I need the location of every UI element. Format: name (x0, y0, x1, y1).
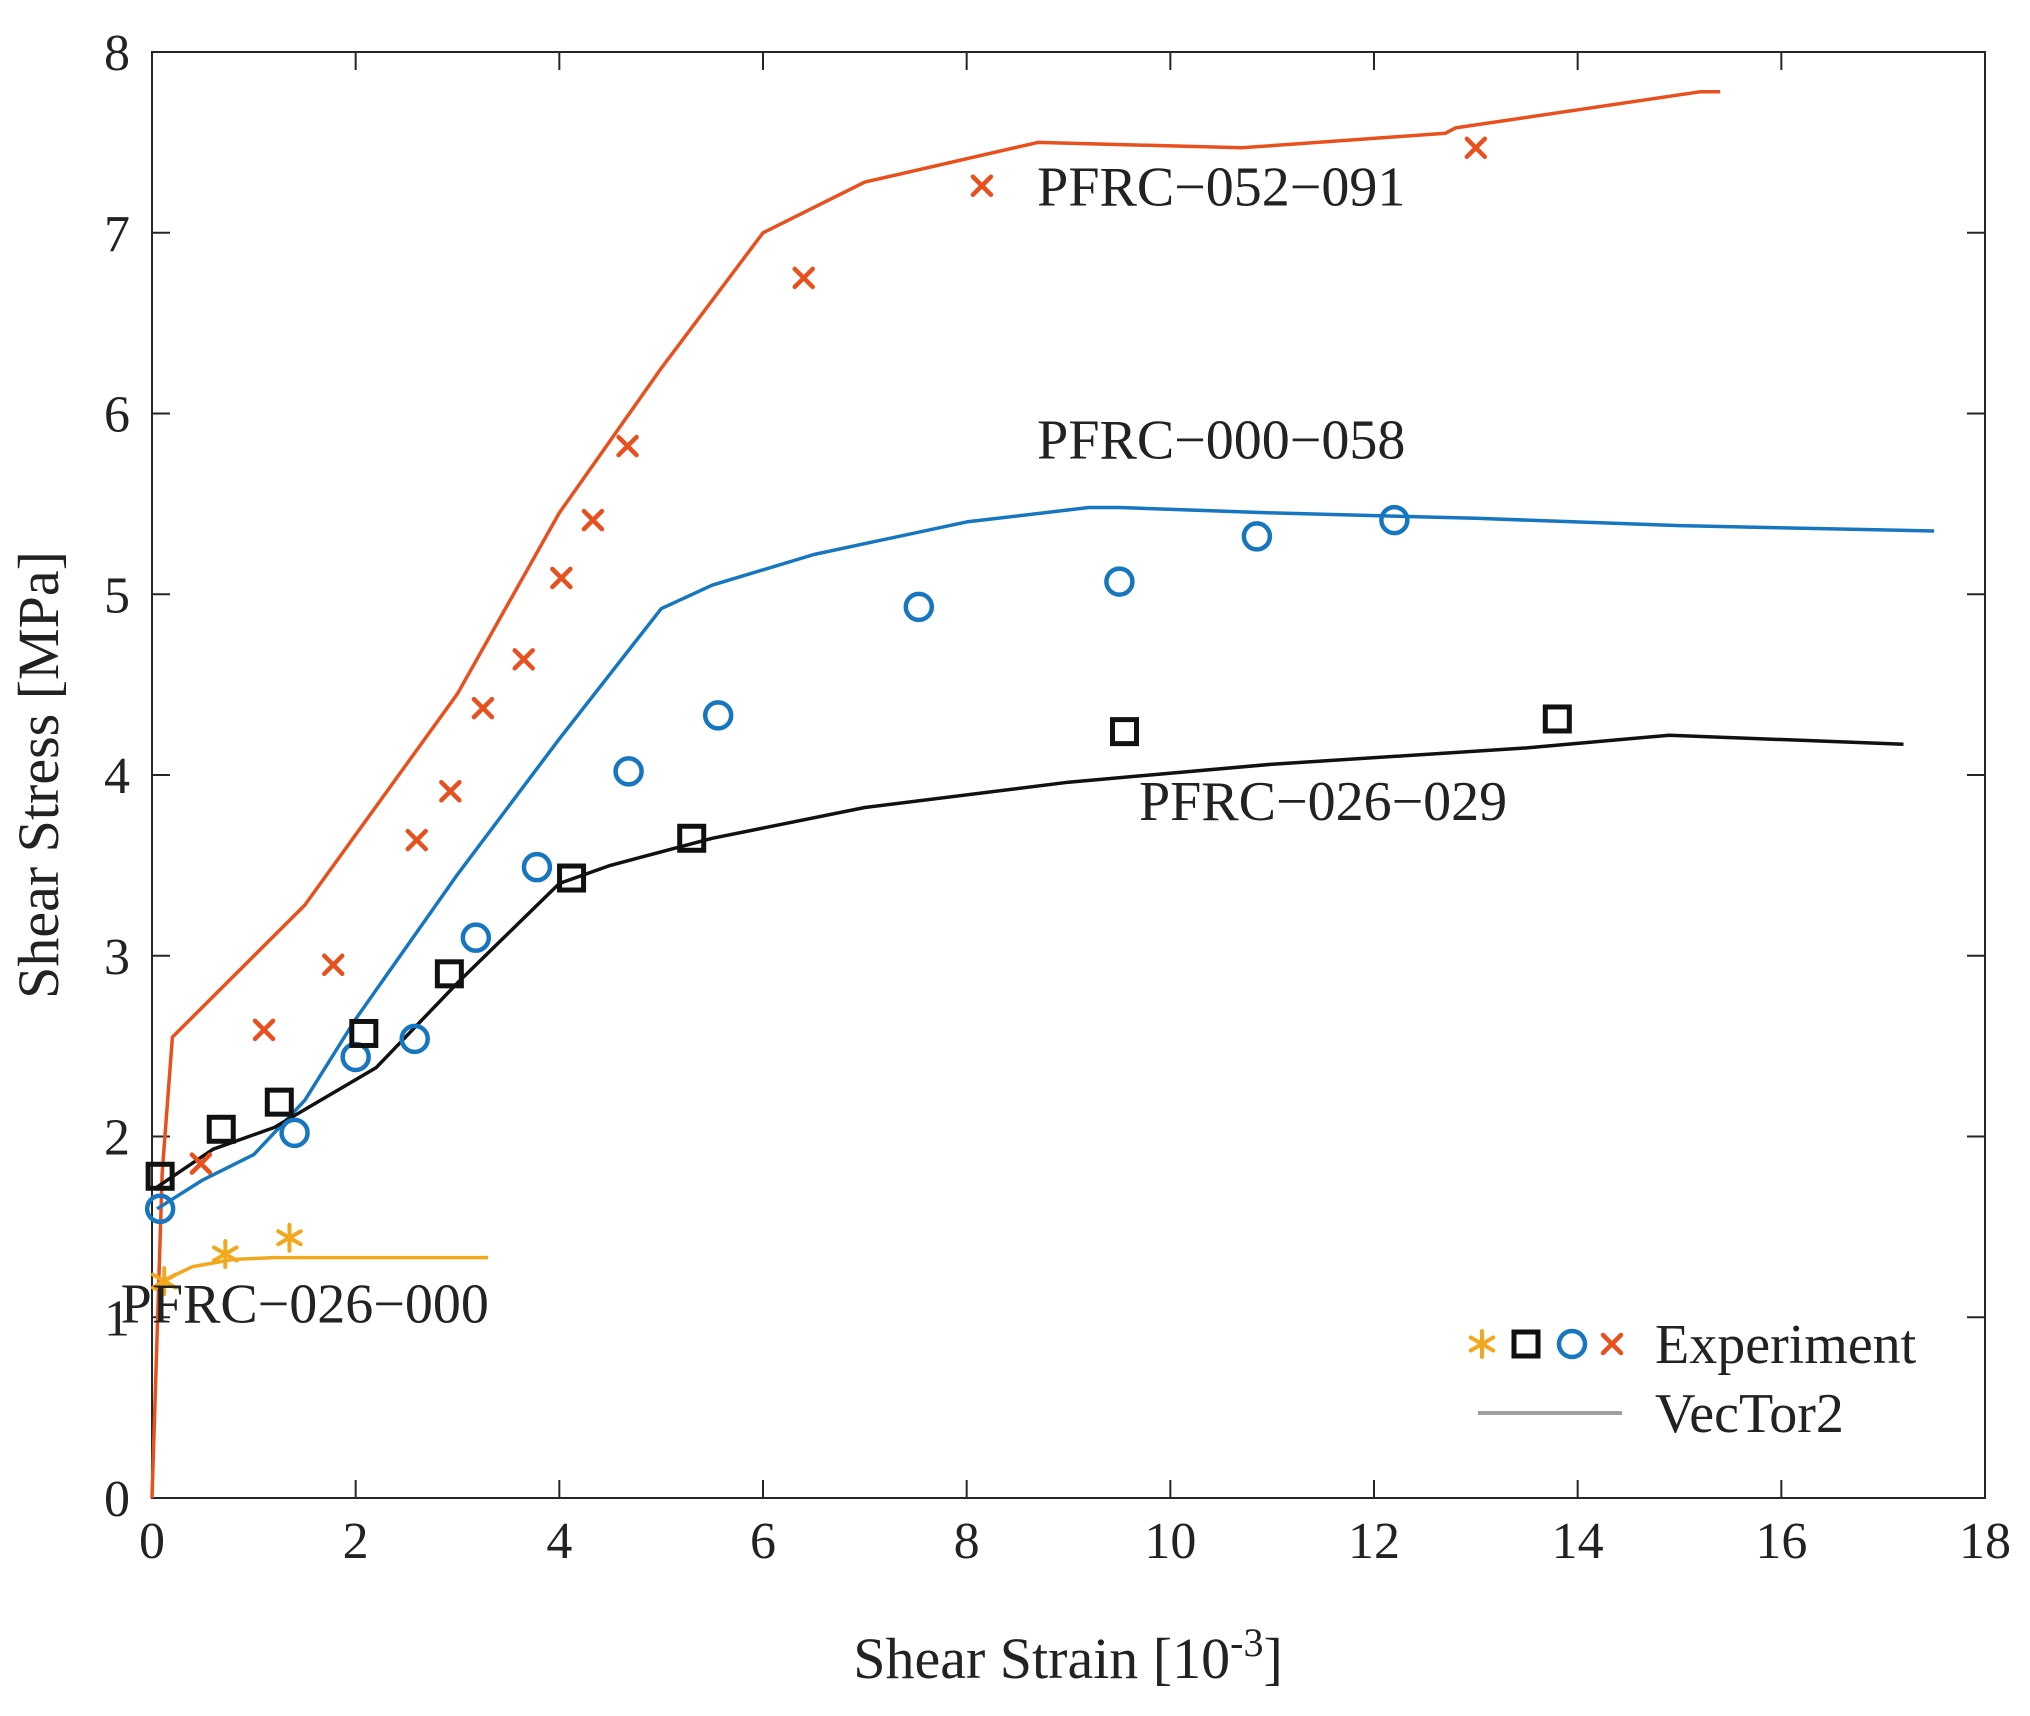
y-tick-label: 6 (104, 387, 130, 444)
series-labels: PFRC−052−091 PFRC−000−058 PFRC−026−029 PFRC… (121, 157, 1507, 1336)
legend-marker-group (1468, 1328, 1624, 1360)
experiment-markers (144, 136, 1572, 1297)
experiment-point-pfrc-052-091 (1464, 136, 1488, 160)
experiment-point-pfrc-000-058 (460, 922, 492, 953)
x-axis-title-superscript: -3 (1230, 1620, 1263, 1665)
experiment-point-pfrc-026-029 (206, 1114, 236, 1144)
experiment-point-pfrc-052-091 (792, 266, 815, 290)
y-tick-label: 2 (104, 1110, 130, 1167)
y-tick-label: 4 (104, 748, 130, 805)
model-lines (150, 90, 1935, 1499)
experiment-point-pfrc-052-091 (970, 174, 994, 198)
experiment-point-pfrc-026-029 (264, 1087, 294, 1117)
legend-marker-cross (1600, 1332, 1624, 1356)
experiment-point-pfrc-026-000 (212, 1238, 239, 1269)
experiment-point-pfrc-000-058 (1379, 504, 1410, 536)
y-tick-label: 3 (104, 929, 130, 986)
x-axis-title-close: ] (1263, 1626, 1282, 1691)
experiment-point-pfrc-026-000 (150, 1266, 178, 1297)
experiment-point-pfrc-026-000 (276, 1222, 303, 1253)
x-tick-label: 0 (139, 1513, 165, 1570)
experiment-point-pfrc-026-029 (677, 823, 707, 853)
y-tick-label: 0 (104, 1471, 130, 1528)
y-tick-label: 7 (104, 206, 130, 263)
x-tick-label: 16 (1755, 1513, 1807, 1570)
experiment-point-pfrc-052-091 (616, 434, 639, 458)
legend-label-vector2: VecTor2 (1655, 1383, 1844, 1445)
experiment-point-pfrc-000-058 (1241, 521, 1273, 552)
experiment-point-pfrc-000-058 (903, 591, 935, 623)
experiment-point-pfrc-000-058 (144, 1193, 176, 1225)
legend-marker-square (1511, 1329, 1541, 1359)
legend-label-experiment: Experiment (1655, 1314, 1917, 1376)
experiment-point-pfrc-026-029 (1110, 717, 1140, 747)
experiment-point-pfrc-000-058 (613, 756, 644, 787)
experiment-point-pfrc-052-091 (322, 953, 345, 977)
experiment-point-pfrc-000-058 (1104, 566, 1135, 597)
x-tick-label: 2 (343, 1513, 369, 1570)
experiment-point-pfrc-052-091 (405, 828, 429, 852)
experiment-point-pfrc-052-091 (550, 566, 573, 590)
experiment-point-pfrc-026-029 (557, 863, 587, 893)
experiment-point-pfrc-000-058 (521, 851, 553, 883)
series-label-pfrc-026-029: PFRC−026−029 (1139, 771, 1507, 833)
experiment-point-pfrc-052-091 (512, 648, 535, 671)
y-tick-label: 8 (104, 25, 130, 82)
experiment-point-pfrc-052-091 (581, 508, 605, 532)
vector2-line-pfrc-052-091 (150, 90, 1721, 1499)
experiment-point-pfrc-026-029 (434, 959, 464, 989)
experiment-point-pfrc-052-091 (252, 1018, 276, 1042)
x-tick-label: 18 (1959, 1513, 2011, 1570)
vector2-line-pfrc-026-029 (156, 733, 1904, 1189)
x-axis-title: Shear Strain [10-3] (853, 1620, 1283, 1692)
experiment-point-pfrc-000-058 (702, 700, 734, 731)
legend: Experiment VecTor2 (1468, 1314, 1917, 1445)
experiment-point-pfrc-052-091 (471, 696, 495, 720)
x-tick-label: 4 (546, 1513, 572, 1570)
legend-marker-asterisk (1468, 1329, 1496, 1359)
experiment-point-pfrc-026-029 (349, 1018, 379, 1048)
experiment-point-pfrc-026-029 (145, 1161, 175, 1191)
legend-marker-circle (1556, 1328, 1588, 1360)
x-tick-label: 6 (750, 1513, 776, 1570)
y-tick-label: 5 (104, 567, 130, 624)
experiment-point-pfrc-000-058 (279, 1117, 310, 1149)
x-tick-label: 10 (1144, 1513, 1196, 1570)
experiment-point-pfrc-026-029 (1542, 704, 1572, 734)
y-axis-title: Shear Stress [MPa] (6, 551, 71, 999)
x-axis-title-main: Shear Strain [10 (853, 1626, 1230, 1691)
experiment-point-pfrc-000-058 (399, 1023, 430, 1055)
series-label-pfrc-026-000: PFRC−026−000 (121, 1274, 489, 1336)
x-tick-label: 8 (954, 1513, 980, 1570)
x-tick-label: 14 (1552, 1513, 1604, 1570)
series-label-pfrc-052-091: PFRC−052−091 (1037, 157, 1405, 219)
experiment-point-pfrc-052-091 (439, 780, 462, 803)
series-label-pfrc-000-058: PFRC−000−058 (1037, 410, 1405, 472)
experiment-point-pfrc-052-091 (189, 1152, 213, 1175)
y-tick-label: 1 (104, 1290, 130, 1347)
x-tick-label: 12 (1348, 1513, 1400, 1570)
